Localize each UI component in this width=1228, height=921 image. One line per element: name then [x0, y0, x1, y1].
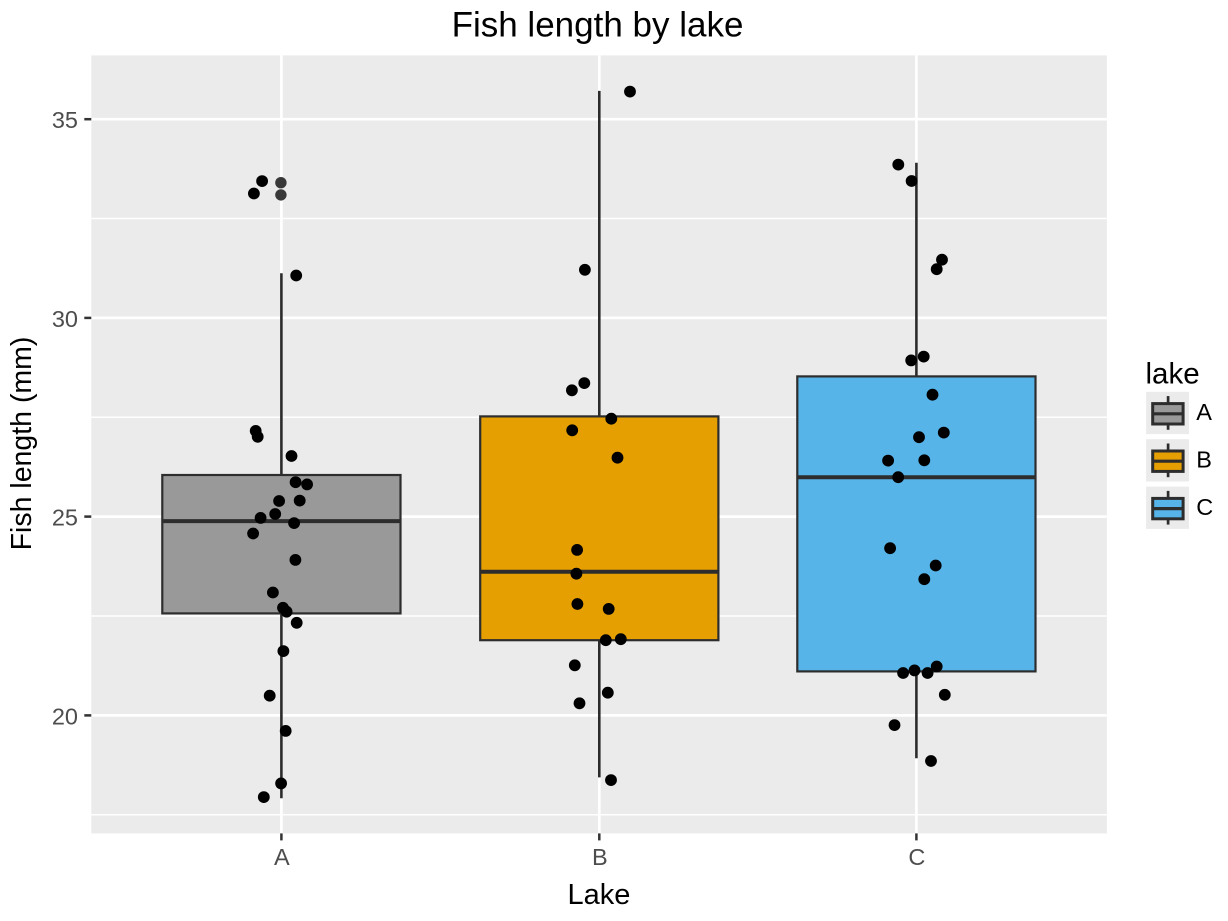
- svg-text:lake: lake: [1146, 357, 1200, 390]
- svg-text:C: C: [908, 844, 925, 870]
- svg-text:Lake: Lake: [568, 879, 631, 911]
- svg-text:20: 20: [52, 703, 78, 729]
- svg-text:A: A: [274, 844, 290, 870]
- svg-text:B: B: [1196, 447, 1212, 473]
- svg-text:Fish length by lake: Fish length by lake: [452, 6, 744, 45]
- svg-text:C: C: [1196, 494, 1213, 520]
- svg-text:Fish length (mm): Fish length (mm): [6, 337, 38, 551]
- svg-text:A: A: [1196, 399, 1212, 425]
- svg-text:30: 30: [52, 306, 78, 332]
- svg-text:B: B: [592, 844, 608, 870]
- svg-text:25: 25: [52, 505, 78, 531]
- svg-text:35: 35: [52, 107, 78, 133]
